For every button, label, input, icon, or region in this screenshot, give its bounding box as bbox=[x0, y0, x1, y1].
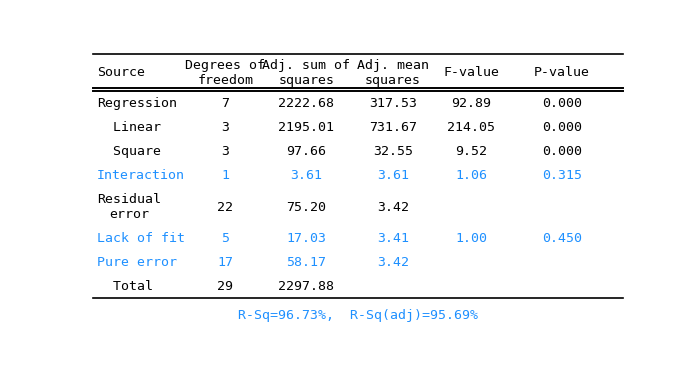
Text: F-value: F-value bbox=[443, 66, 499, 79]
Text: 0.000: 0.000 bbox=[542, 145, 582, 159]
Text: 0.000: 0.000 bbox=[542, 97, 582, 110]
Text: Source: Source bbox=[97, 66, 145, 79]
Text: 0.450: 0.450 bbox=[542, 232, 582, 245]
Text: 731.67: 731.67 bbox=[369, 122, 417, 134]
Text: 1: 1 bbox=[221, 169, 229, 183]
Text: Residual
error: Residual error bbox=[97, 193, 161, 221]
Text: Pure error: Pure error bbox=[97, 256, 177, 269]
Text: 214.05: 214.05 bbox=[447, 122, 496, 134]
Text: 2222.68: 2222.68 bbox=[279, 97, 334, 110]
Text: 3.61: 3.61 bbox=[290, 169, 322, 183]
Text: 0.000: 0.000 bbox=[542, 122, 582, 134]
Text: 7: 7 bbox=[221, 97, 229, 110]
Text: 3.41: 3.41 bbox=[377, 232, 409, 245]
Text: 29: 29 bbox=[217, 280, 233, 293]
Text: Adj. mean
squares: Adj. mean squares bbox=[357, 59, 429, 87]
Text: 3.61: 3.61 bbox=[377, 169, 409, 183]
Text: 3: 3 bbox=[221, 122, 229, 134]
Text: 3.42: 3.42 bbox=[377, 256, 409, 269]
Text: Degrees of
freedom: Degrees of freedom bbox=[185, 59, 265, 87]
Text: 97.66: 97.66 bbox=[286, 145, 327, 159]
Text: P-value: P-value bbox=[534, 66, 590, 79]
Text: 75.20: 75.20 bbox=[286, 200, 327, 214]
Text: 1.06: 1.06 bbox=[455, 169, 487, 183]
Text: 2195.01: 2195.01 bbox=[279, 122, 334, 134]
Text: Lack of fit: Lack of fit bbox=[97, 232, 185, 245]
Text: 58.17: 58.17 bbox=[286, 256, 327, 269]
Text: 317.53: 317.53 bbox=[369, 97, 417, 110]
Text: 17.03: 17.03 bbox=[286, 232, 327, 245]
Text: 3.42: 3.42 bbox=[377, 200, 409, 214]
Text: 92.89: 92.89 bbox=[452, 97, 491, 110]
Text: 0.315: 0.315 bbox=[542, 169, 582, 183]
Text: 1.00: 1.00 bbox=[455, 232, 487, 245]
Text: 2297.88: 2297.88 bbox=[279, 280, 334, 293]
Text: 32.55: 32.55 bbox=[373, 145, 413, 159]
Text: 22: 22 bbox=[217, 200, 233, 214]
Text: 5: 5 bbox=[221, 232, 229, 245]
Text: Total: Total bbox=[97, 280, 153, 293]
Text: R-Sq=96.73%,  R-Sq(adj)=95.69%: R-Sq=96.73%, R-Sq(adj)=95.69% bbox=[238, 309, 477, 322]
Text: 3: 3 bbox=[221, 145, 229, 159]
Text: 17: 17 bbox=[217, 256, 233, 269]
Text: Regression: Regression bbox=[97, 97, 177, 110]
Text: Adj. sum of
squares: Adj. sum of squares bbox=[262, 59, 350, 87]
Text: 9.52: 9.52 bbox=[455, 145, 487, 159]
Text: Square: Square bbox=[97, 145, 161, 159]
Text: Interaction: Interaction bbox=[97, 169, 185, 183]
Text: Linear: Linear bbox=[97, 122, 161, 134]
